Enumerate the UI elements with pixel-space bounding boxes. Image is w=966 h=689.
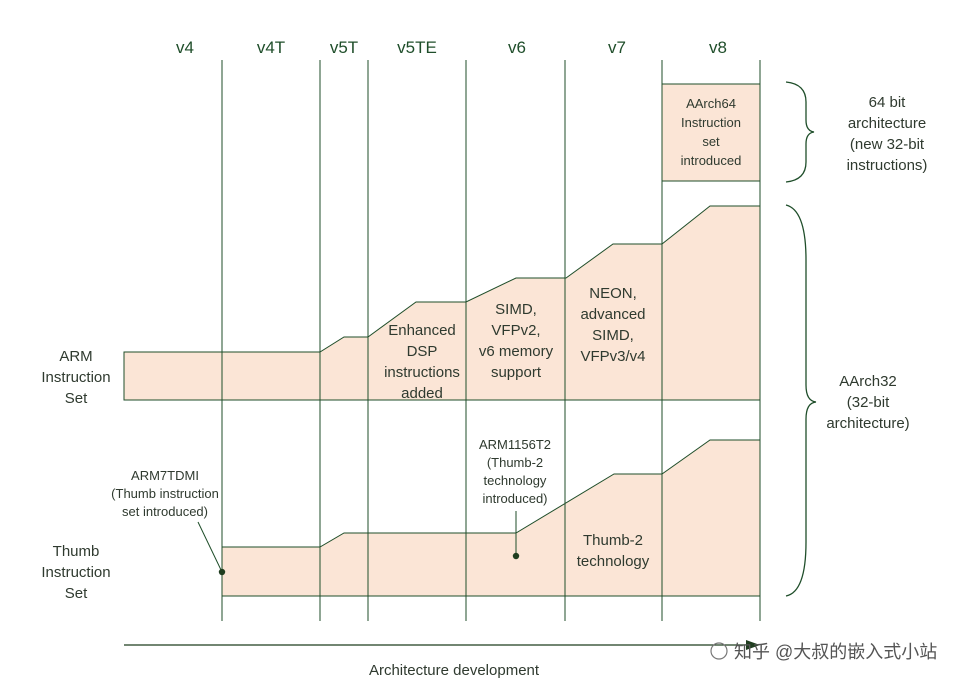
version-v4t: v4T [257, 38, 285, 57]
version-v5t: v5T [330, 38, 358, 57]
feature-line: added [401, 385, 443, 402]
right-label-line: AArch32 [839, 373, 897, 390]
arm-label-line: Instruction [41, 369, 110, 386]
annotation-line: (Thumb instruction [111, 486, 219, 501]
version-v8: v8 [709, 38, 727, 57]
right-label-line: architecture [848, 115, 926, 132]
thumb-label-line: Instruction [41, 564, 110, 581]
feature-line: Thumb-2 [583, 532, 643, 549]
annotation-leader [197, 521, 223, 573]
feature-line: v6 memory [479, 343, 554, 360]
arm-feature-v6: SIMD, VFPv2, v6 memory support [479, 301, 554, 381]
right-label-line: (new 32-bit [850, 136, 925, 153]
right-label-line: architecture) [826, 415, 909, 432]
thumb-feature-v7: Thumb-2 technology [577, 532, 650, 570]
arm-feature-v5te: Enhanced DSP instructions added [384, 322, 460, 402]
annotation-dot [512, 552, 520, 560]
aarch64-line: introduced [681, 153, 742, 168]
watermark: 知乎 @大叔的嵌入式小站 [710, 642, 937, 662]
feature-line: support [491, 364, 542, 381]
version-lines [221, 60, 761, 621]
feature-line: VFPv3/v4 [580, 348, 645, 365]
right-label-line: (32-bit [847, 394, 890, 411]
version-v4: v4 [176, 38, 194, 57]
brace-32bit [785, 204, 817, 597]
feature-line: technology [577, 553, 650, 570]
arm7tdmi-annotation: ARM7TDMI (Thumb instruction set introduc… [111, 468, 226, 576]
right-label-line: instructions) [847, 157, 928, 174]
feature-line: SIMD, [592, 327, 634, 344]
aarch64-box [661, 83, 761, 182]
annotation-dot [218, 568, 226, 576]
annotation-line: ARM1156T2 [479, 437, 551, 452]
right-label-line: 64 bit [869, 94, 907, 111]
aarch64-box-text: AArch64 Instruction set introduced [681, 96, 742, 168]
brace-64bit [785, 81, 815, 183]
development-axis: Architecture development [124, 640, 760, 679]
aarch64-line: Instruction [681, 115, 741, 130]
axis-label: Architecture development [369, 662, 540, 679]
feature-line: advanced [580, 306, 645, 323]
thumb-set-label: Thumb Instruction Set [41, 543, 110, 602]
version-headers: v4 v4T v5T v5TE v6 v7 v8 [176, 38, 727, 57]
version-v7: v7 [608, 38, 626, 57]
feature-line: Enhanced [388, 322, 456, 339]
feature-line: SIMD, [495, 301, 537, 318]
aarch64-line: AArch64 [686, 96, 736, 111]
wechat-icon [710, 642, 728, 660]
annotation-line: ARM7TDMI [131, 468, 199, 483]
arm1156t2-annotation: ARM1156T2 (Thumb-2 technology introduced… [479, 437, 551, 560]
version-v5te: v5TE [397, 38, 437, 57]
aarch64-line: set [702, 134, 720, 149]
feature-line: NEON, [589, 285, 637, 302]
right-label-64bit: 64 bit architecture (new 32-bit instruct… [847, 94, 928, 174]
arm-feature-v7: NEON, advanced SIMD, VFPv3/v4 [580, 285, 645, 365]
arm-set-label: ARM Instruction Set [41, 348, 110, 407]
arm-label-line: Set [65, 390, 88, 407]
right-label-32bit: AArch32 (32-bit architecture) [826, 373, 909, 432]
feature-line: DSP [407, 343, 438, 360]
thumb-label-line: Set [65, 585, 88, 602]
annotation-line: introduced) [482, 491, 547, 506]
watermark-text: 知乎 @大叔的嵌入式小站 [734, 642, 937, 662]
annotation-line: technology [484, 473, 547, 488]
feature-line: VFPv2, [491, 322, 540, 339]
version-v6: v6 [508, 38, 526, 57]
annotation-line: set introduced) [122, 504, 208, 519]
axis-arrowhead [746, 640, 760, 650]
annotation-line: (Thumb-2 [487, 455, 543, 470]
arm-label-line: ARM [59, 348, 92, 365]
feature-line: instructions [384, 364, 460, 381]
thumb-label-line: Thumb [53, 543, 100, 560]
